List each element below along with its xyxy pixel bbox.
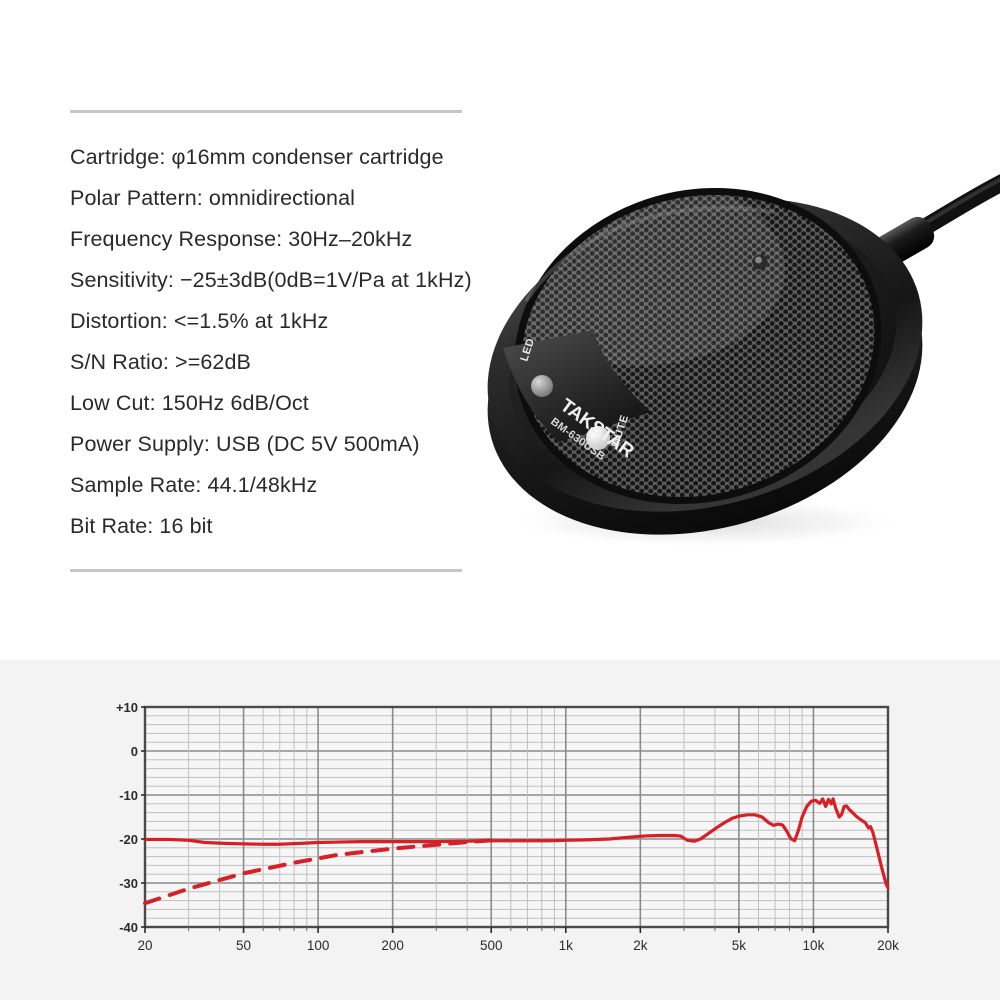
grid-minor-horizontal [145, 715, 888, 919]
x-tick-label: 100 [307, 938, 330, 953]
spec-item-polar-pattern: Polar Pattern: omnidirectional [70, 186, 356, 210]
x-tick-label: 10k [803, 938, 825, 953]
x-tick-label: 5k [732, 938, 747, 953]
y-tick-label: +10 [116, 700, 138, 715]
y-tick-label: -40 [119, 920, 138, 935]
rim-highlight [525, 205, 775, 302]
specification-section: Cartridge: φ16mm condenser cartridge Pol… [70, 110, 1000, 572]
x-tick-label: 20k [877, 938, 899, 953]
grid-minor-vertical [188, 707, 803, 927]
y-tick-label: -30 [119, 876, 138, 891]
curve-low-cut-150hz-6db-oct [143, 838, 494, 906]
x-tick-label: 1k [559, 938, 574, 953]
spec-item-frequency-response: Frequency Response: 30Hz–20kHz [70, 227, 413, 251]
y-tick-label: -20 [119, 832, 138, 847]
x-tick-label: 500 [480, 938, 503, 953]
x-tick-label: 20 [137, 938, 152, 953]
x-tick-label: 50 [236, 938, 251, 953]
spec-item-power-supply: Power Supply: USB (DC 5V 500mA) [70, 432, 420, 456]
spec-item-bit-rate: Bit Rate: 16 bit [70, 514, 213, 538]
spec-item-low-cut: Low Cut: 150Hz 6dB/Oct [70, 391, 309, 415]
spec-item-distortion: Distortion: <=1.5% at 1kHz [70, 309, 329, 333]
spec-item-sn-ratio: S/N Ratio: >=62dB [70, 350, 251, 374]
specification-list: Cartridge: φ16mm condenser cartridge Pol… [70, 137, 472, 547]
spec-item-sample-rate: Sample Rate: 44.1/48kHz [70, 473, 318, 497]
frequency-response-section: +10 0 -10 -20 -30 -40 20 50 100 200 500 1k 2k 5k 10k 20… [0, 660, 1000, 1000]
specification-panel: Cartridge: φ16mm condenser cartridge Pol… [70, 110, 472, 572]
x-axis-labels: 20 50 100 200 500 1k 2k 5k 10k 20k [137, 927, 899, 953]
spec-item-sensitivity: Sensitivity: −25±3dB(0dB=1V/Pa at 1kHz) [70, 268, 472, 292]
x-tick-label: 200 [381, 938, 404, 953]
grille-pinhole [752, 254, 768, 270]
divider-top [70, 110, 462, 113]
y-tick-label: -10 [119, 788, 138, 803]
plot-border [143, 705, 890, 929]
plot-background [145, 707, 888, 927]
curve-frequency-response [143, 797, 890, 890]
mute-button[interactable] [586, 426, 610, 450]
led-indicator [531, 375, 553, 397]
product-photo-boundary-microphone: LED MUTE TAKSTAR BM-630USB [485, 174, 1000, 548]
control-panel: LED MUTE TAKSTAR BM-630USB [503, 330, 651, 463]
x-tick-label: 2k [633, 938, 648, 953]
y-axis-labels: +10 0 -10 -20 -30 -40 [116, 700, 145, 935]
spec-item-cartridge: Cartridge: φ16mm condenser cartridge [70, 145, 444, 169]
y-tick-label: 0 [131, 744, 138, 759]
divider-bottom [70, 569, 462, 572]
